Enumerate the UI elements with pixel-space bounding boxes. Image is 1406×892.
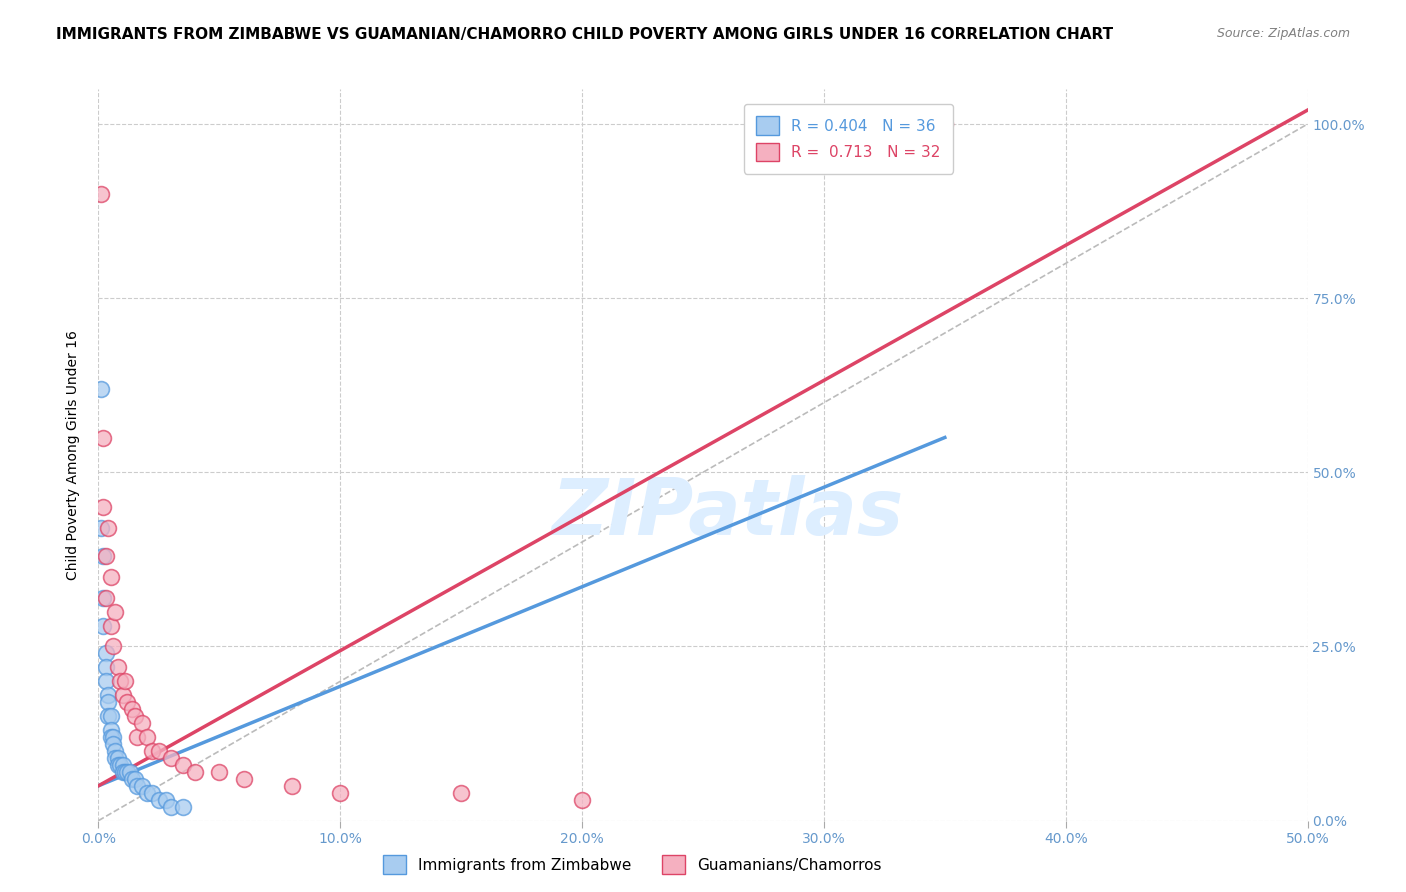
Text: IMMIGRANTS FROM ZIMBABWE VS GUAMANIAN/CHAMORRO CHILD POVERTY AMONG GIRLS UNDER 1: IMMIGRANTS FROM ZIMBABWE VS GUAMANIAN/CH… [56,27,1114,42]
Point [281,779,304,793]
Point [329,786,352,800]
Point [91,591,114,605]
Point [450,786,472,800]
Point [148,744,170,758]
Point [97,688,120,702]
Point [114,674,136,689]
Point [101,737,124,751]
Point [571,793,593,807]
Point [232,772,254,786]
Point [160,799,183,814]
Point [131,716,153,731]
Point [135,730,157,744]
Text: ZIPatlas: ZIPatlas [551,475,903,551]
Point [117,695,139,709]
Point [160,751,183,765]
Point [127,730,149,744]
Point [118,764,141,779]
Point [97,521,120,535]
Point [101,730,124,744]
Point [131,779,153,793]
Point [155,793,177,807]
Point [94,647,117,661]
Point [104,605,127,619]
Point [100,723,122,737]
Point [172,799,194,814]
Point [124,709,146,723]
Point [107,660,129,674]
Point [100,570,122,584]
Point [121,702,143,716]
Point [97,709,120,723]
Point [114,764,136,779]
Point [94,549,117,563]
Legend: Immigrants from Zimbabwe, Guamanians/Chamorros: Immigrants from Zimbabwe, Guamanians/Cha… [377,849,889,880]
Point [148,793,170,807]
Point [117,764,139,779]
Point [111,764,134,779]
Point [934,117,956,131]
Point [90,521,112,535]
Point [94,674,117,689]
Point [94,660,117,674]
Point [97,695,120,709]
Text: Source: ZipAtlas.com: Source: ZipAtlas.com [1216,27,1350,40]
Point [135,786,157,800]
Point [104,744,127,758]
Point [111,758,134,772]
Point [208,764,231,779]
Point [127,779,149,793]
Point [91,430,114,444]
Point [91,618,114,632]
Point [121,772,143,786]
Point [100,709,122,723]
Point [172,758,194,772]
Point [184,764,207,779]
Point [107,758,129,772]
Point [100,730,122,744]
Point [108,758,131,772]
Point [108,674,131,689]
Point [141,744,163,758]
Point [104,751,127,765]
Point [141,786,163,800]
Point [90,186,112,201]
Point [94,591,117,605]
Point [101,640,124,654]
Legend: R = 0.404   N = 36, R =  0.713   N = 32: R = 0.404 N = 36, R = 0.713 N = 32 [744,104,953,174]
Point [91,500,114,515]
Y-axis label: Child Poverty Among Girls Under 16: Child Poverty Among Girls Under 16 [66,330,80,580]
Point [124,772,146,786]
Point [111,688,134,702]
Point [90,382,112,396]
Point [100,618,122,632]
Point [107,751,129,765]
Point [91,549,114,563]
